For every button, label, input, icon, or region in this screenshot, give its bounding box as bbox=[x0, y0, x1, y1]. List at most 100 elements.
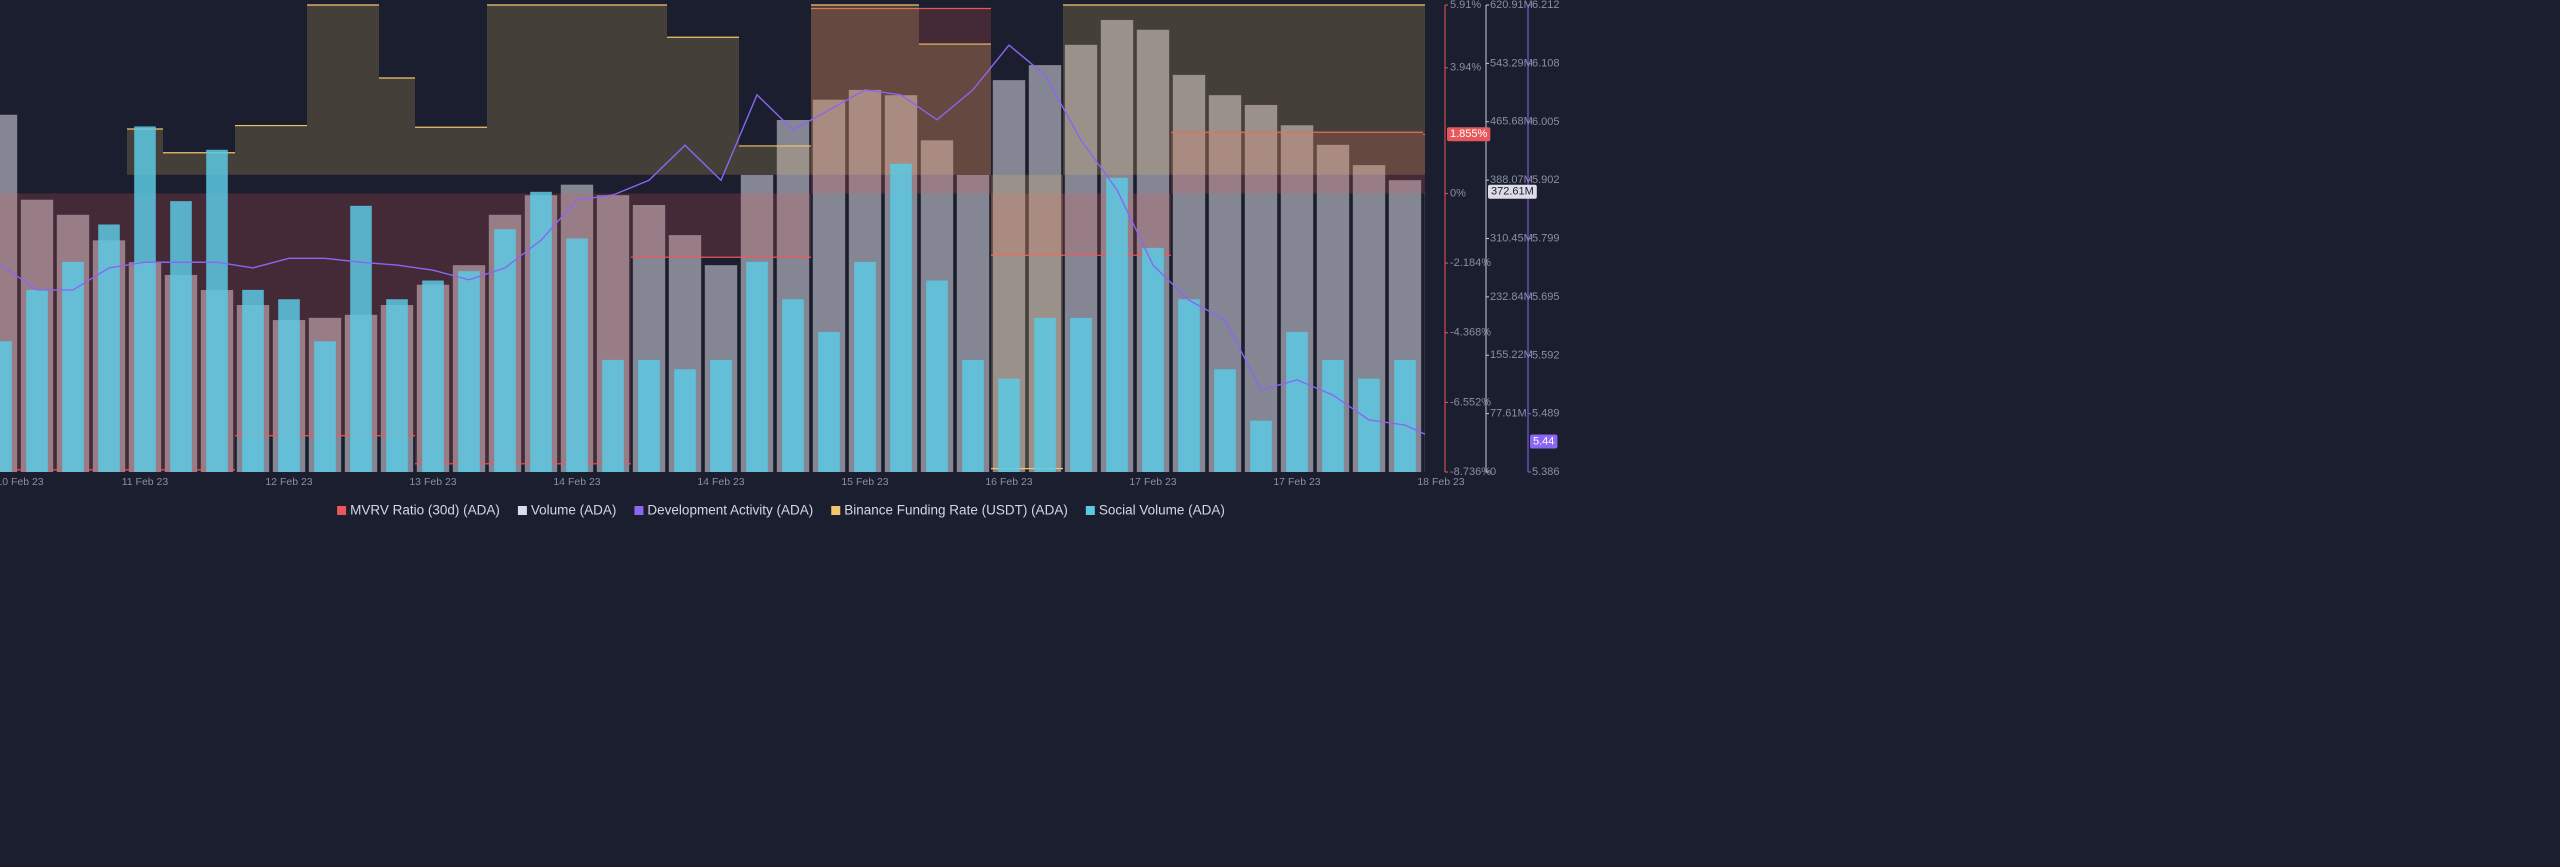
y-tick-label: 155.22M bbox=[1490, 349, 1533, 361]
y-tick-label: 5.695 bbox=[1532, 291, 1560, 303]
step-area bbox=[991, 193, 1027, 256]
legend-swatch bbox=[337, 506, 347, 515]
step-area bbox=[1387, 132, 1423, 194]
step-area bbox=[1063, 193, 1099, 256]
bar bbox=[782, 299, 804, 472]
y-tick-label: 5.386 bbox=[1532, 466, 1560, 478]
bar bbox=[1394, 359, 1416, 472]
y-tick-label: 3.94% bbox=[1450, 62, 1481, 74]
bar bbox=[1244, 104, 1278, 472]
y-tick-label: 77.61M bbox=[1490, 408, 1527, 420]
bar bbox=[350, 205, 372, 472]
x-tick-label: 15 Feb 23 bbox=[841, 476, 888, 488]
legend-swatch bbox=[1085, 506, 1095, 515]
legend-label: Social Volume (ADA) bbox=[1099, 503, 1225, 518]
legend-swatch bbox=[831, 506, 841, 515]
step-area bbox=[271, 125, 307, 175]
bar bbox=[242, 289, 264, 472]
bar bbox=[890, 163, 912, 472]
step-area bbox=[1027, 193, 1063, 256]
current-value-badge: 372.61M bbox=[1488, 184, 1537, 199]
legend-item: Volume (ADA) bbox=[517, 503, 616, 518]
legend-swatch bbox=[634, 506, 644, 515]
current-value-badge: 1.855% bbox=[1447, 127, 1491, 142]
y-tick-label: 6.005 bbox=[1532, 116, 1560, 128]
step-area bbox=[811, 5, 847, 175]
bar bbox=[1286, 331, 1308, 472]
bar bbox=[134, 126, 156, 473]
y-tick-label: 5.902 bbox=[1532, 174, 1560, 186]
y-tick-label: 388.07M bbox=[1490, 174, 1533, 186]
bar bbox=[1424, 191, 1425, 472]
legend-swatch bbox=[517, 506, 527, 515]
step-area bbox=[955, 8, 991, 194]
bar bbox=[1178, 299, 1200, 472]
bar bbox=[494, 229, 516, 472]
step-area bbox=[631, 5, 667, 175]
badge-box bbox=[1530, 434, 1558, 449]
step-area bbox=[883, 8, 919, 194]
step-area bbox=[775, 193, 811, 258]
step-area bbox=[631, 193, 667, 258]
bar bbox=[98, 224, 120, 472]
step-area bbox=[343, 5, 379, 175]
step-area bbox=[667, 37, 703, 175]
step-area bbox=[487, 5, 523, 175]
y-tick-label: 543.29M bbox=[1490, 57, 1533, 69]
y-tick-label: 620.91M bbox=[1490, 0, 1533, 11]
bar bbox=[1034, 317, 1056, 472]
step-area bbox=[1351, 132, 1387, 194]
badge-label: 1.855% bbox=[1450, 128, 1488, 140]
step-area bbox=[523, 5, 559, 175]
x-tick-label: 14 Feb 23 bbox=[697, 476, 744, 488]
bar bbox=[170, 201, 192, 472]
y-tick-label: 5.592 bbox=[1532, 349, 1560, 361]
y-tick-label: -6.552% bbox=[1450, 396, 1491, 408]
legend-label: MVRV Ratio (30d) (ADA) bbox=[350, 503, 500, 518]
y-tick-label: 465.68M bbox=[1490, 116, 1533, 128]
step-area bbox=[1207, 5, 1243, 175]
legend-label: Development Activity (ADA) bbox=[647, 503, 813, 518]
bar bbox=[314, 341, 336, 472]
step-area bbox=[847, 8, 883, 194]
step-area bbox=[1315, 5, 1351, 175]
bar bbox=[674, 369, 696, 472]
bar bbox=[278, 299, 300, 472]
step-area bbox=[1315, 132, 1351, 194]
badge-label: 5.44 bbox=[1533, 435, 1554, 447]
bar bbox=[422, 280, 444, 472]
bar bbox=[854, 261, 876, 472]
y-tick-label: 310.45M bbox=[1490, 232, 1533, 244]
step-area bbox=[667, 193, 703, 258]
x-tick-label: 11 Feb 23 bbox=[122, 476, 169, 488]
bar bbox=[1142, 247, 1164, 472]
current-value-badge: 5.44 bbox=[1530, 434, 1558, 449]
step-area bbox=[1423, 134, 1425, 194]
step-area bbox=[595, 5, 631, 175]
x-tick-label: 12 Feb 23 bbox=[265, 476, 312, 488]
step-area bbox=[775, 145, 811, 175]
y-tick-label: -2.184% bbox=[1450, 257, 1491, 269]
legend-item: Social Volume (ADA) bbox=[1085, 503, 1225, 518]
step-area bbox=[703, 37, 739, 175]
bar bbox=[638, 359, 660, 472]
step-area bbox=[1351, 5, 1387, 175]
step-area bbox=[235, 125, 271, 175]
x-tick-label: 17 Feb 23 bbox=[1273, 476, 1320, 488]
step-area bbox=[739, 145, 775, 175]
y-tick-label: 0% bbox=[1450, 187, 1466, 199]
legend-item: MVRV Ratio (30d) (ADA) bbox=[337, 503, 500, 518]
step-area bbox=[415, 127, 451, 175]
y-tick-label: 6.108 bbox=[1532, 58, 1560, 70]
step-area bbox=[1279, 132, 1315, 194]
step-area bbox=[1171, 132, 1207, 194]
bar bbox=[62, 261, 84, 472]
bar bbox=[962, 359, 984, 472]
y-tick-label: -4.368% bbox=[1450, 327, 1491, 339]
step-area bbox=[307, 5, 343, 175]
step-area bbox=[379, 78, 415, 175]
x-tick-label: 10 Feb 23 bbox=[0, 476, 44, 488]
bar bbox=[1106, 177, 1128, 473]
bar bbox=[386, 299, 408, 472]
bar bbox=[1430, 360, 1452, 472]
